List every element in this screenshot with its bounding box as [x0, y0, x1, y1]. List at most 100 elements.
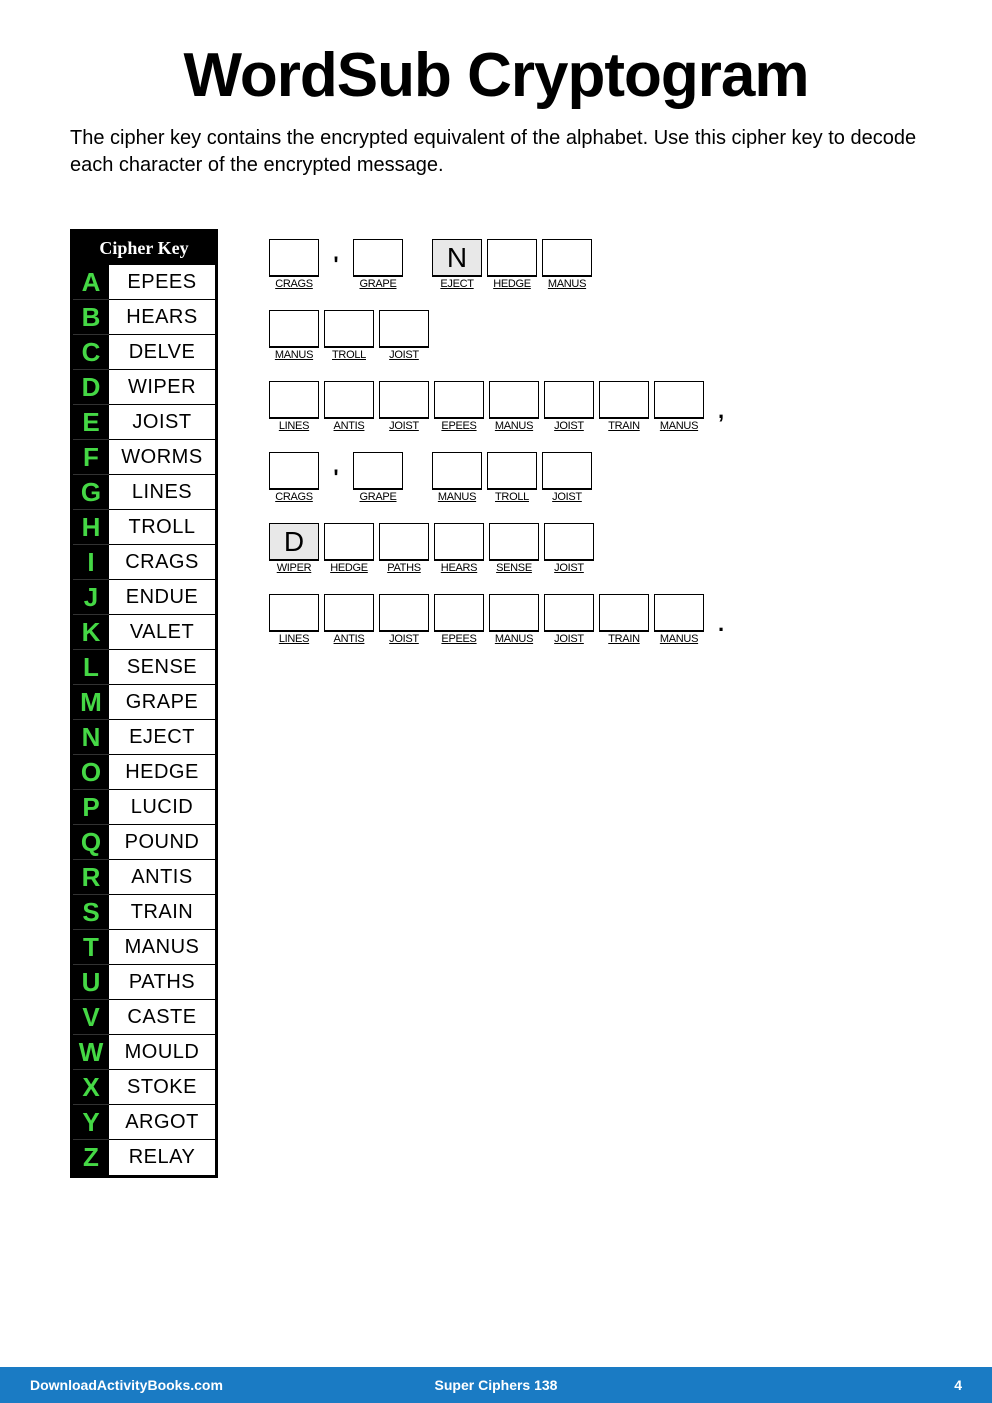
puzzle-cell: PATHS	[378, 523, 430, 574]
puzzle-cell-box[interactable]: D	[269, 523, 319, 561]
puzzle-cell-code: JOIST	[389, 633, 419, 645]
puzzle-cell-box[interactable]	[269, 239, 319, 277]
cipher-key-row: CDELVE	[73, 335, 215, 370]
puzzle-cell: CRAGS	[268, 239, 320, 290]
puzzle-cell-box[interactable]	[379, 381, 429, 419]
cipher-key-letter: T	[73, 930, 109, 965]
puzzle-cell-box[interactable]	[434, 523, 484, 561]
puzzle-cell-box[interactable]	[379, 594, 429, 632]
cipher-key-word: ARGOT	[109, 1105, 215, 1140]
puzzle-cell-box[interactable]	[269, 310, 319, 348]
puzzle-cell-box[interactable]	[379, 523, 429, 561]
cipher-key-row: OHEDGE	[73, 755, 215, 790]
cipher-key-letter: G	[73, 475, 109, 510]
puzzle-cell-box[interactable]	[487, 452, 537, 490]
puzzle-cell-box[interactable]	[544, 594, 594, 632]
puzzle-cell-box[interactable]	[544, 523, 594, 561]
puzzle-cell-box[interactable]	[324, 310, 374, 348]
puzzle-cell-box[interactable]	[353, 239, 403, 277]
puzzle-cell-box[interactable]	[269, 452, 319, 490]
puzzle-cell-box[interactable]	[269, 594, 319, 632]
cipher-key-letter: V	[73, 1000, 109, 1035]
puzzle-cell-box[interactable]	[542, 239, 592, 277]
puzzle-cell-box[interactable]	[269, 381, 319, 419]
puzzle-cell-box[interactable]	[599, 381, 649, 419]
puzzle-cell-code: GRAPE	[359, 491, 396, 503]
cipher-key-word: RELAY	[109, 1140, 215, 1175]
cipher-key-word: POUND	[109, 825, 215, 860]
puzzle-cell: JOIST	[543, 594, 595, 645]
puzzle-cell: TRAIN	[598, 381, 650, 432]
cipher-key-letter: P	[73, 790, 109, 825]
puzzle-cell: TROLL	[486, 452, 538, 503]
puzzle-cell-box[interactable]	[434, 594, 484, 632]
cipher-key-letter: I	[73, 545, 109, 580]
cipher-key-word: STOKE	[109, 1070, 215, 1105]
page-title: WordSub Cryptogram	[70, 40, 922, 111]
cipher-key-row: QPOUND	[73, 825, 215, 860]
puzzle-cell-code: MANUS	[495, 633, 533, 645]
puzzle-cell: GRAPE	[352, 452, 404, 503]
puzzle-cell-box[interactable]	[542, 452, 592, 490]
puzzle-cell-box[interactable]	[353, 452, 403, 490]
cipher-key-letter: O	[73, 755, 109, 790]
cipher-key-row: MGRAPE	[73, 685, 215, 720]
puzzle-cell-box[interactable]	[487, 239, 537, 277]
puzzle-cell-box[interactable]	[434, 381, 484, 419]
puzzle-row: CRAGS'GRAPENEJECTHEDGEMANUS	[268, 239, 922, 290]
puzzle-cell-box[interactable]	[324, 594, 374, 632]
punctuation: .	[708, 607, 734, 645]
puzzle-cell-box[interactable]	[489, 381, 539, 419]
cipher-key-row: AEPEES	[73, 265, 215, 300]
cipher-key-row: FWORMS	[73, 440, 215, 475]
cipher-key-letter: Y	[73, 1105, 109, 1140]
puzzle-cell: MANUS	[488, 381, 540, 432]
puzzle-row: CRAGS'GRAPEMANUSTROLLJOIST	[268, 452, 922, 503]
puzzle-cell-box[interactable]	[654, 594, 704, 632]
puzzle-cell: GRAPE	[352, 239, 404, 290]
puzzle-cell-box[interactable]: N	[432, 239, 482, 277]
puzzle-cell-box[interactable]	[324, 381, 374, 419]
cipher-key-word: SENSE	[109, 650, 215, 685]
puzzle-cell-box[interactable]	[489, 594, 539, 632]
puzzle-cell-code: MANUS	[660, 633, 698, 645]
cipher-key-row: LSENSE	[73, 650, 215, 685]
cipher-key-letter: U	[73, 965, 109, 1000]
puzzle-cell-box[interactable]	[324, 523, 374, 561]
cipher-key-word: ANTIS	[109, 860, 215, 895]
puzzle-cell-code: HEDGE	[493, 278, 531, 290]
cipher-key-letter: H	[73, 510, 109, 545]
puzzle-cell: MANUS	[653, 381, 705, 432]
cipher-key-row: EJOIST	[73, 405, 215, 440]
cipher-key-word: VALET	[109, 615, 215, 650]
cipher-key-word: EJECT	[109, 720, 215, 755]
puzzle-cell-box[interactable]	[432, 452, 482, 490]
puzzle-cell: JOIST	[543, 381, 595, 432]
puzzle-cell-box[interactable]	[544, 381, 594, 419]
punctuation: '	[323, 252, 349, 290]
cipher-key-row: ZRELAY	[73, 1140, 215, 1175]
cipher-key-row: JENDUE	[73, 580, 215, 615]
puzzle-cell-box[interactable]	[379, 310, 429, 348]
puzzle-cell-code: LINES	[279, 633, 309, 645]
cipher-key-word: LINES	[109, 475, 215, 510]
puzzle-cell: EPEES	[433, 594, 485, 645]
puzzle-cell-box[interactable]	[489, 523, 539, 561]
cipher-key-word: EPEES	[109, 265, 215, 300]
cipher-key-row: TMANUS	[73, 930, 215, 965]
cipher-key-letter: K	[73, 615, 109, 650]
puzzle-cell-code: TRAIN	[608, 633, 640, 645]
footer-left: DownloadActivityBooks.com	[30, 1377, 341, 1393]
puzzle-cell-box[interactable]	[654, 381, 704, 419]
puzzle-cell-box[interactable]	[599, 594, 649, 632]
puzzle-cell-code: EJECT	[440, 278, 473, 290]
cipher-key-word: PATHS	[109, 965, 215, 1000]
puzzle-cell-code: EPEES	[441, 633, 476, 645]
puzzle-cell: SENSE	[488, 523, 540, 574]
cipher-key-word: TRAIN	[109, 895, 215, 930]
cipher-key-word: CRAGS	[109, 545, 215, 580]
puzzle-cell: MANUS	[488, 594, 540, 645]
cipher-key-word: JOIST	[109, 405, 215, 440]
content-area: Cipher Key AEPEESBHEARSCDELVEDWIPEREJOIS…	[70, 229, 922, 1178]
page-footer: DownloadActivityBooks.com Super Ciphers …	[0, 1367, 992, 1403]
